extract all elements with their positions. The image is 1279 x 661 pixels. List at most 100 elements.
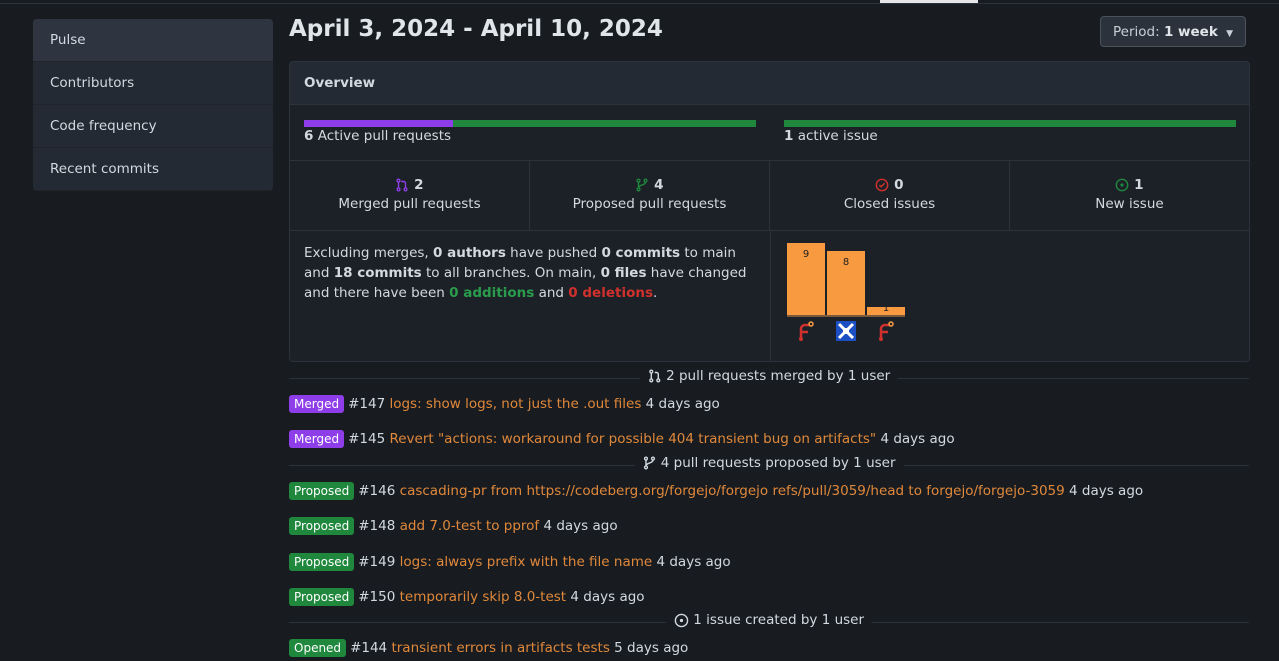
caret-down-icon: ▼	[1226, 29, 1234, 39]
issue-opened-icon	[1116, 178, 1129, 192]
item-number: #146	[358, 483, 396, 499]
sidebar: Pulse Contributors Code frequency Recent…	[33, 19, 273, 191]
overview-panel: Overview 6 Active pull requests 1 active…	[289, 61, 1250, 362]
item-title-link[interactable]: temporarily skip 8.0-test	[399, 589, 567, 605]
stat-label: Closed issues	[843, 196, 936, 212]
summary-authors: 0 authors	[433, 245, 506, 261]
page-title: April 3, 2024 - April 10, 2024	[289, 16, 663, 42]
sidebar-item-pulse[interactable]: Pulse	[33, 19, 273, 62]
author-avatar[interactable]	[879, 321, 894, 341]
item-time: 4 days ago	[543, 518, 618, 534]
summary-text: to main and	[304, 245, 736, 281]
status-badge: Proposed	[289, 588, 355, 606]
stat-proposed-prs[interactable]: 4 Proposed pull requests	[530, 161, 770, 230]
list-item: Merged #147 logs: show logs, not just the…	[289, 394, 720, 414]
sidebar-item-contributors[interactable]: Contributors	[33, 62, 273, 105]
section-heading: 2 pull requests merged by 1 user	[639, 368, 899, 384]
status-badge: Merged	[289, 395, 345, 413]
stat-label: Proposed pull requests	[572, 196, 727, 212]
period-value: 1 week	[1163, 24, 1218, 40]
git-branch-icon	[636, 178, 649, 192]
list-item: Proposed #150 temporarily skip 8.0-test 4…	[289, 587, 645, 607]
item-number: #145	[348, 431, 386, 447]
status-badge: Proposed	[289, 482, 355, 500]
stat-label: New issue	[1095, 196, 1164, 212]
item-title-link[interactable]: transient errors in artifacts tests	[391, 640, 610, 656]
section-heading-text: 1 issue created by 1 user	[693, 612, 865, 628]
item-time: 4 days ago	[570, 589, 645, 605]
stat-count: 1	[1134, 177, 1144, 193]
stat-count: 4	[654, 177, 664, 193]
commits-bar-chart: 9 8 1	[787, 243, 905, 341]
status-badge: Opened	[289, 639, 347, 657]
author-avatar[interactable]	[799, 321, 814, 341]
period-dropdown[interactable]: Period: 1 week ▼	[1100, 16, 1246, 47]
item-title-link[interactable]: logs: show logs, not just the .out files	[389, 396, 642, 412]
section-heading: 1 issue created by 1 user	[665, 612, 873, 628]
status-badge: Merged	[289, 430, 345, 448]
summary-files: 0 files	[600, 265, 647, 281]
commits-chart: 9 8 1	[771, 231, 1249, 361]
item-title-link[interactable]: Revert "actions: workaround for possible…	[389, 431, 877, 447]
sidebar-item-code-frequency[interactable]: Code frequency	[33, 105, 273, 148]
list-item: Opened #144 transient errors in artifacts…	[289, 638, 688, 658]
item-time: 4 days ago	[1069, 483, 1144, 499]
status-badge: Proposed	[289, 553, 355, 571]
stat-closed-issues[interactable]: 0 Closed issues	[770, 161, 1010, 230]
author-avatar[interactable]	[836, 321, 856, 341]
active-issues-count: 1	[784, 128, 794, 144]
section-heading: 4 pull requests proposed by 1 user	[634, 455, 904, 471]
stat-new-issues[interactable]: 1 New issue	[1010, 161, 1249, 230]
active-issues-label[interactable]: 1 active issue	[784, 128, 878, 144]
item-number: #148	[358, 518, 396, 534]
summary-text: to all branches. On main,	[421, 265, 601, 281]
chart-bar-label: 8	[843, 257, 849, 268]
active-prs-label[interactable]: 6 Active pull requests	[304, 128, 451, 144]
section-heading-text: 2 pull requests merged by 1 user	[666, 368, 891, 384]
chart-bar-label: 1	[883, 303, 889, 314]
merged-fill	[304, 120, 454, 127]
summary-deletions: 0 deletions	[568, 285, 653, 301]
sidebar-item-recent-commits[interactable]: Recent commits	[33, 148, 273, 191]
git-merge-icon	[396, 178, 409, 192]
list-item: Proposed #146 cascading-pr from https://c…	[289, 481, 1143, 501]
item-time: 5 days ago	[614, 640, 689, 656]
summary-text: Excluding merges,	[304, 245, 434, 261]
item-number: #144	[350, 640, 388, 656]
stat-merged-prs[interactable]: 2 Merged pull requests	[290, 161, 530, 230]
section-heading-text: 4 pull requests proposed by 1 user	[660, 455, 896, 471]
overview-title: Overview	[290, 62, 1249, 105]
summary-additions: 0 additions	[449, 285, 535, 301]
item-title-link[interactable]: add 7.0-test to pprof	[399, 518, 540, 534]
chart-bar	[867, 307, 905, 315]
chart-bar	[827, 251, 865, 315]
chart-bar-label: 9	[803, 249, 809, 260]
git-pull-request-icon	[648, 368, 662, 384]
stat-count: 0	[894, 177, 904, 193]
active-prs-text: Active pull requests	[317, 128, 452, 144]
active-issues-text: active issue	[797, 128, 878, 144]
summary-text: have changed and there have been	[304, 265, 747, 301]
summary-text: .	[653, 285, 658, 301]
item-title-link[interactable]: logs: always prefix with the file name	[399, 554, 653, 570]
stat-label: Merged pull requests	[338, 196, 481, 212]
summary-text: and	[534, 285, 569, 301]
commit-summary: Excluding merges, 0 authors have pushed …	[290, 231, 771, 361]
summary-commits-main: 0 commits	[601, 245, 681, 261]
status-badge: Proposed	[289, 517, 355, 535]
summary-text: have pushed	[505, 245, 602, 261]
top-border	[0, 0, 1279, 4]
summary-commits-all: 18 commits	[333, 265, 422, 281]
item-time: 4 days ago	[656, 554, 731, 570]
issue-closed-icon	[876, 178, 889, 192]
item-title-link[interactable]: cascading-pr from https://codeberg.org/f…	[399, 483, 1065, 499]
item-number: #147	[348, 396, 386, 412]
item-time: 4 days ago	[880, 431, 955, 447]
item-time: 4 days ago	[645, 396, 720, 412]
active-prs-count: 6	[304, 128, 314, 144]
list-item: Proposed #149 logs: always prefix with th…	[289, 552, 731, 572]
active-tab-indicator	[880, 0, 978, 3]
issue-opened-icon	[674, 612, 689, 628]
item-number: #150	[358, 589, 396, 605]
pr-progress-bar	[304, 120, 756, 127]
